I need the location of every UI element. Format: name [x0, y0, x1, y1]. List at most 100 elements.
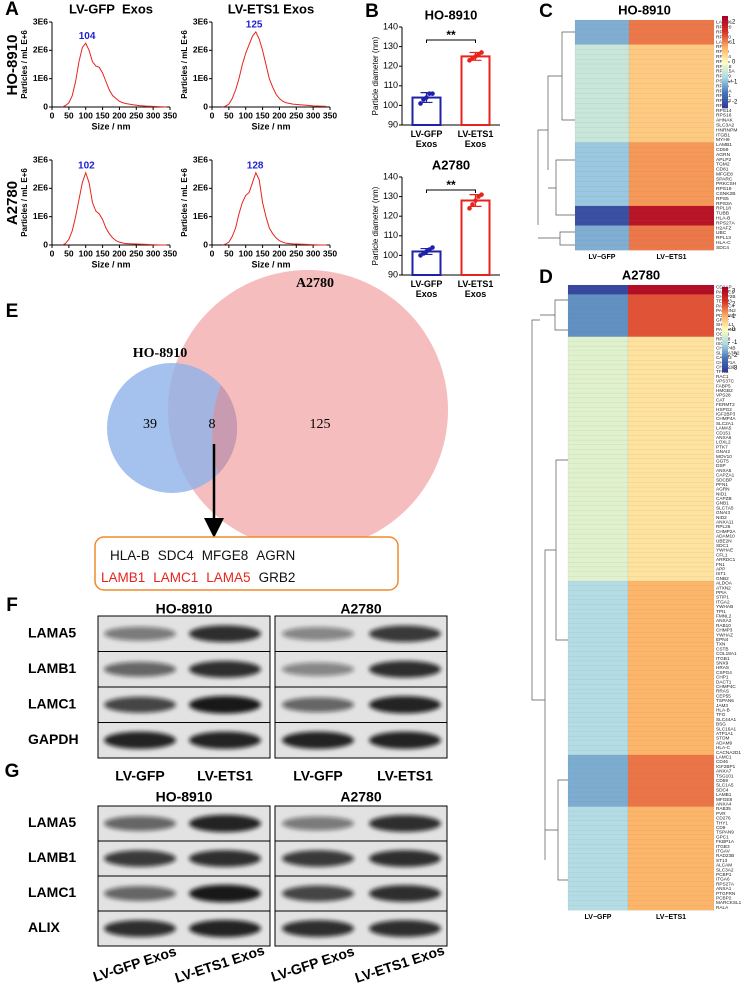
heatmap-cell	[567, 378, 629, 385]
heatmap-cell	[567, 768, 629, 775]
heatmap-cell	[627, 505, 715, 512]
y-tick-label: 120	[383, 211, 398, 221]
row-label: JAM3	[716, 703, 728, 708]
colorbar-segment	[722, 50, 728, 54]
y-tick-label: 120	[383, 61, 398, 71]
heatmap-cell	[628, 147, 715, 153]
x-tick-label: 350	[163, 248, 177, 258]
row-label: CAPZB	[716, 496, 732, 501]
heatmap-cell	[627, 402, 715, 408]
heatmap-cell	[627, 717, 715, 723]
heatmap-cell	[567, 468, 629, 474]
row-label: FMNL2	[716, 614, 732, 619]
row-label: CD59	[716, 778, 728, 783]
band	[189, 695, 261, 714]
row-label: YWHAZ	[716, 632, 733, 637]
heatmap-cell	[567, 731, 629, 737]
colorbar-segment	[722, 352, 728, 356]
row-label: ANXA5	[716, 468, 732, 473]
panel-label: F	[6, 595, 18, 616]
heatmap-cell	[627, 336, 715, 342]
heatmap-cell	[567, 421, 629, 427]
column-label: LV−GFP	[589, 254, 616, 261]
heatmap-cell	[567, 707, 629, 714]
lane-label: LV-ETS1 Exos	[173, 942, 267, 986]
heatmap-cell	[567, 519, 629, 526]
heatmap-cell	[628, 19, 715, 26]
data-point	[479, 50, 484, 55]
heatmap-cell	[567, 618, 629, 624]
heatmap-cell	[574, 196, 630, 202]
heatmap-cell	[627, 350, 715, 356]
row-label: ITGA6	[716, 877, 730, 882]
heatmap-cell	[627, 740, 715, 746]
heatmap-cell	[627, 782, 715, 789]
heatmap-cell	[567, 844, 629, 850]
colorbar-segment	[722, 342, 728, 345]
x-tick-label: 100	[239, 248, 253, 258]
band	[369, 815, 441, 832]
heatmap-cell	[567, 745, 629, 751]
row-label: MARCKSL1	[716, 900, 742, 905]
colorbar-segment	[722, 293, 728, 296]
row-label: GPC1	[716, 834, 729, 839]
peak-label: 104	[79, 31, 96, 42]
heatmap-cell	[627, 524, 715, 530]
heatmap-cell	[628, 34, 715, 41]
group-label: A2780	[340, 789, 381, 805]
row-label: HLA-C	[716, 240, 731, 246]
colorbar-segment	[722, 96, 728, 100]
heatmap-cell	[628, 58, 715, 65]
colorbar-segment	[722, 103, 728, 106]
heatmap-cell	[628, 49, 715, 55]
colorbar-segment	[722, 85, 728, 88]
heatmap-cell	[628, 127, 715, 134]
heatmap-cell	[567, 651, 629, 657]
row-label: UBC	[716, 230, 727, 236]
heatmap-cell	[567, 505, 629, 512]
heatmap-cell	[627, 731, 715, 737]
heatmap-cell	[628, 88, 715, 94]
heatmap-cell	[567, 773, 629, 779]
heatmap-cell	[567, 364, 629, 371]
heatmap-cell	[574, 137, 630, 143]
row-label: IGF2BP3	[716, 411, 736, 416]
colorbar-segment	[722, 36, 728, 40]
dendrogram	[531, 31, 575, 881]
row-label: FABP5	[716, 383, 731, 388]
colorbar-segment	[722, 73, 728, 77]
row-label: RPL18	[716, 206, 731, 212]
significance-label: **	[446, 28, 456, 42]
group-label: HO-8910	[156, 789, 213, 805]
row-label: MFGE8	[716, 171, 733, 177]
heatmap-cell	[567, 665, 629, 671]
colorbar-segment	[722, 308, 728, 311]
colorbar-segment	[722, 369, 728, 373]
row-label: ALDOA	[716, 581, 733, 586]
row-label: RAB10	[716, 623, 731, 628]
heatmap-cell	[567, 331, 629, 338]
heatmap-cell	[567, 284, 629, 291]
row-label: YWHAE	[716, 548, 733, 553]
heatmap-cell	[627, 712, 715, 718]
size-curve	[221, 171, 327, 246]
heatmap-cell	[567, 750, 629, 756]
heatmap-cell	[574, 215, 630, 222]
colorbar-segment	[722, 94, 728, 97]
heatmap-cell	[627, 604, 715, 610]
heatmap-cell	[574, 68, 630, 75]
row-label: SLC3A2	[716, 867, 734, 872]
band	[282, 662, 354, 677]
row-label: RPS3A	[716, 201, 733, 207]
heatmap-cell	[627, 721, 715, 728]
heatmap-cell	[567, 688, 629, 695]
heatmap-cell	[627, 872, 715, 878]
row-label: PFN1	[716, 482, 728, 487]
column-title: LV-ETS1 Exos	[228, 1, 314, 16]
heatmap-cell	[574, 161, 630, 168]
row-label: CHMP2A	[716, 529, 736, 534]
heatmap-cell	[627, 693, 715, 699]
row-label: CEP55	[716, 693, 731, 698]
heatmap-cell	[627, 886, 715, 892]
heatmap-cell	[627, 463, 715, 469]
